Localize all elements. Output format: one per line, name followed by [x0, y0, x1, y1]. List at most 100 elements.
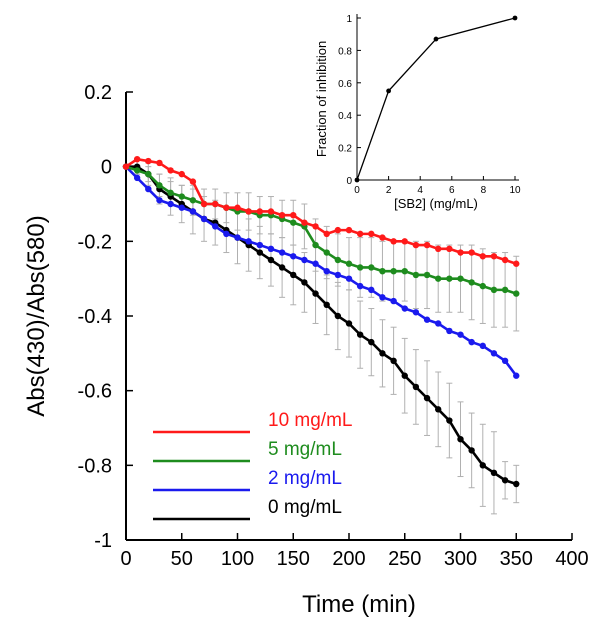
data-point	[323, 230, 330, 238]
x-tick-label: 350	[500, 548, 533, 570]
data-point	[323, 301, 330, 308]
data-point	[156, 159, 163, 167]
y-tick-label: -0.2	[78, 231, 112, 253]
y-tick-label: -1	[94, 530, 112, 552]
data-point	[356, 264, 364, 271]
data-point	[323, 268, 330, 275]
data-point	[468, 447, 475, 454]
data-point	[379, 294, 386, 301]
data-point	[423, 394, 431, 402]
data-point	[223, 204, 230, 211]
data-point	[167, 200, 174, 208]
data-point	[212, 223, 219, 230]
data-point	[178, 193, 185, 200]
data-point	[345, 320, 353, 327]
data-point	[189, 178, 197, 185]
y-tick-label: -0.6	[78, 381, 112, 403]
data-point	[379, 350, 386, 357]
data-point	[267, 256, 275, 264]
data-point	[301, 279, 308, 286]
x-tick-label: 50	[171, 548, 193, 570]
data-point	[423, 271, 431, 279]
data-point	[457, 275, 464, 282]
inset-x-tick-label: 4	[417, 185, 423, 196]
inset-y-tick-label: 0.2	[338, 144, 352, 155]
data-point	[156, 182, 163, 189]
data-point	[334, 226, 342, 234]
data-point	[178, 170, 185, 178]
x-tick-label: 0	[120, 548, 131, 570]
data-point	[145, 157, 152, 165]
data-point	[490, 286, 498, 294]
data-point	[356, 230, 364, 238]
data-point	[133, 174, 141, 182]
data-point	[278, 264, 286, 271]
data-point	[167, 189, 174, 196]
data-point	[156, 197, 163, 204]
data-point	[189, 197, 197, 204]
data-point	[479, 253, 486, 260]
data-point	[423, 241, 431, 249]
data-point	[412, 309, 420, 316]
data-point	[345, 260, 353, 267]
data-point	[133, 167, 141, 174]
data-point	[401, 268, 408, 275]
data-point	[278, 249, 286, 256]
data-point	[323, 249, 330, 256]
x-tick-label: 100	[221, 548, 254, 570]
inset-x-tick-label: 0	[354, 185, 360, 196]
y-tick-label: 0	[101, 157, 112, 179]
data-point	[256, 241, 263, 249]
data-point	[435, 245, 442, 252]
data-point	[501, 357, 509, 364]
data-point	[200, 200, 208, 208]
data-point	[457, 436, 464, 443]
inset-x-tick-label: 10	[509, 185, 521, 196]
inset-y-tick-label: 1	[346, 14, 352, 25]
data-point	[435, 406, 442, 413]
data-point	[501, 477, 509, 484]
data-point	[334, 256, 342, 264]
data-point	[133, 156, 141, 163]
inset-plot: 0 2 4 6 8 10 0 0.2 0.4 0.6 0.8 1 [SB2] (mg/mL) Fracti…	[314, 14, 521, 211]
inset-data-point	[386, 88, 391, 94]
data-point	[122, 163, 130, 170]
data-point	[457, 249, 464, 256]
data-point	[479, 282, 486, 290]
data-point	[513, 290, 520, 297]
data-point	[490, 253, 498, 260]
data-point	[379, 268, 386, 275]
data-point	[223, 230, 230, 238]
inset-data-point	[354, 177, 360, 183]
data-point	[167, 167, 174, 174]
data-point	[446, 245, 453, 252]
inset-data-point	[512, 15, 518, 21]
data-point	[256, 249, 263, 256]
data-point	[401, 305, 408, 312]
data-point	[334, 312, 342, 320]
inset-y-axis-title: Fraction of inhibition	[314, 41, 329, 157]
data-point	[468, 249, 475, 256]
data-point	[312, 241, 319, 249]
inset-y-tick-label: 0	[346, 176, 352, 187]
inset-x-tick-label: 6	[449, 185, 455, 196]
data-point	[212, 200, 219, 208]
data-point	[345, 275, 353, 282]
data-point	[390, 297, 397, 305]
inset-y-tick-label: 0.6	[338, 79, 352, 90]
data-point	[479, 462, 486, 469]
data-point	[513, 260, 520, 267]
inset-y-tick-label: 0.4	[338, 111, 352, 122]
x-tick-label: 300	[444, 548, 477, 570]
data-point	[501, 286, 509, 294]
data-point	[290, 219, 297, 226]
series-line-3	[126, 165, 517, 486]
data-point	[245, 238, 252, 245]
data-point	[189, 208, 197, 215]
data-point	[312, 290, 319, 297]
data-point	[468, 279, 475, 286]
inset-x-axis-title: [SB2] (mg/mL)	[394, 196, 478, 211]
data-point	[178, 204, 185, 211]
